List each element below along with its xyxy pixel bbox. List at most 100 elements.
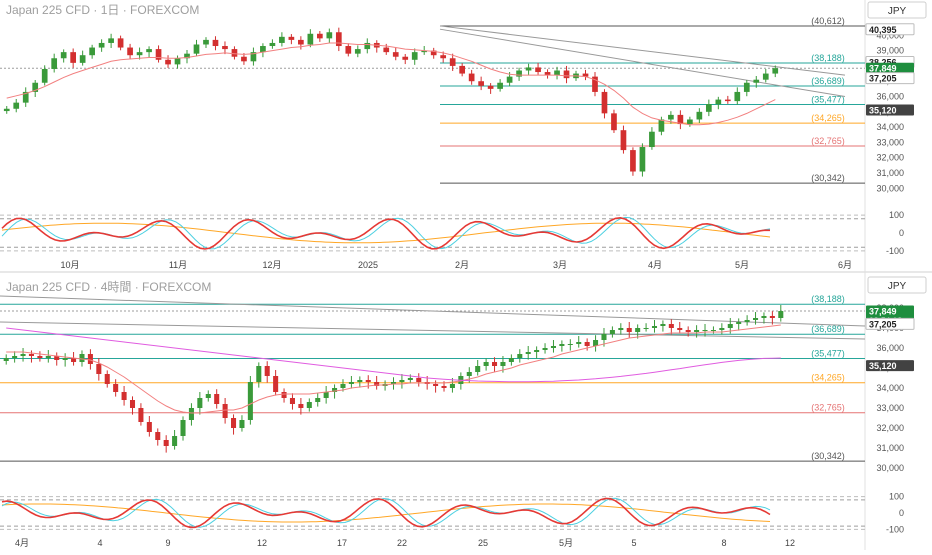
candle-body (279, 36, 285, 43)
candle-body (582, 73, 589, 77)
candle-body (753, 318, 759, 320)
candle-body (180, 420, 186, 436)
candle-body (685, 330, 691, 332)
y-tick-label: 33,000 (876, 403, 904, 413)
candle-body (364, 42, 371, 50)
stoch-slow-line (1, 222, 771, 244)
candle-body (534, 350, 540, 352)
chart-title-daily: Japan 225 CFD · 1日 · FOREXCOM (6, 3, 199, 17)
daily-price-panel[interactable]: 30,00031,00032,00033,00034,00035,00036,0… (0, 16, 915, 270)
currency-box-daily[interactable] (867, 1, 927, 19)
candle-body (89, 47, 95, 56)
candle-body (28, 354, 34, 356)
candle-body (163, 440, 169, 446)
candle-body (554, 70, 560, 76)
y-tick-label: 32,000 (876, 423, 904, 433)
candle-body (264, 366, 270, 376)
candle-body (753, 79, 760, 83)
candle-body (87, 354, 93, 364)
candle-body (193, 44, 200, 54)
candle-body (440, 55, 447, 59)
level-label: (36,689) (811, 324, 845, 334)
candle-body (668, 324, 674, 328)
price-tag (865, 23, 915, 36)
stoch-y-tick: 100 (889, 210, 904, 220)
candle-body (559, 344, 565, 346)
y-tick-label: 31,000 (876, 168, 904, 178)
candle-body (694, 330, 700, 332)
candle-body (79, 55, 86, 63)
candle-body (392, 52, 399, 57)
candle-body (724, 99, 731, 102)
4h-price-panel[interactable]: 30,00031,00032,00033,00034,00035,00036,0… (0, 294, 915, 548)
price-tag-label: 35,120 (869, 105, 897, 115)
candle-body (769, 316, 775, 318)
price-tag (866, 104, 914, 116)
x-tick-label: 4月 (648, 260, 662, 270)
candle-body (492, 362, 498, 366)
y-tick-label: 30,000 (876, 463, 904, 473)
candle-body (421, 50, 428, 53)
candle-body (165, 59, 171, 65)
candle-body (231, 49, 238, 57)
candle-body (563, 70, 570, 79)
candle-body (98, 42, 105, 48)
candle-body (146, 49, 152, 53)
stoch-d-line (1, 216, 771, 250)
y-tick-label: 36,000 (876, 343, 904, 353)
moving-average-short (6, 42, 776, 126)
price-tag (866, 360, 914, 372)
candle-body (306, 402, 312, 408)
candle-body (155, 49, 162, 60)
candle-body (500, 362, 506, 366)
candle-body (60, 52, 67, 59)
level-label: (35,477) (811, 348, 845, 358)
candle-body (630, 150, 636, 172)
candle-body (584, 342, 590, 346)
candle-body (374, 382, 380, 386)
4h-stochastic-panel[interactable]: -100 0 100 (0, 492, 904, 535)
x-tick-label: 3月 (553, 260, 567, 270)
candle-body (544, 72, 551, 76)
candle-body (222, 46, 228, 50)
candle-body (96, 364, 102, 374)
candle-body (736, 322, 742, 324)
candle-body (184, 53, 190, 59)
x-tick-label: 8 (721, 538, 726, 548)
y-tick-label: 33,000 (876, 137, 904, 147)
candle-body (660, 324, 666, 326)
y-tick-label: 39,000 (876, 46, 904, 56)
y-tick-label: 34,000 (876, 383, 904, 393)
y-tick-label: 32,000 (876, 153, 904, 163)
candle-body (430, 50, 437, 56)
candle-body (407, 378, 413, 380)
trend-line (0, 295, 866, 327)
candle-body (332, 388, 338, 392)
candle-body (365, 380, 371, 382)
candle-body (639, 147, 646, 172)
x-tick-label: 5月 (735, 260, 749, 270)
trend-line (439, 25, 846, 76)
candle-body (734, 91, 741, 102)
currency-box-4h[interactable] (867, 276, 927, 294)
daily-stochastic-panel[interactable]: -100 0 100 (0, 210, 904, 256)
candle-body (298, 404, 304, 408)
candle-body (516, 70, 522, 77)
x-tick-label: 6月 (838, 260, 852, 270)
candle-body (129, 400, 136, 408)
candle-body (449, 384, 455, 388)
candle-body (316, 33, 323, 39)
candle-body (618, 328, 624, 330)
candle-body (761, 316, 767, 318)
candle-body (174, 58, 181, 65)
candle-body (593, 340, 599, 346)
price-tag-label: 35,120 (869, 361, 897, 371)
stoch-y-tick: 0 (899, 228, 904, 238)
candle-body (441, 386, 447, 388)
x-tick-label: 22 (397, 538, 407, 548)
candle-body (51, 58, 58, 69)
candle-body (108, 38, 114, 43)
candle-body (696, 111, 703, 120)
